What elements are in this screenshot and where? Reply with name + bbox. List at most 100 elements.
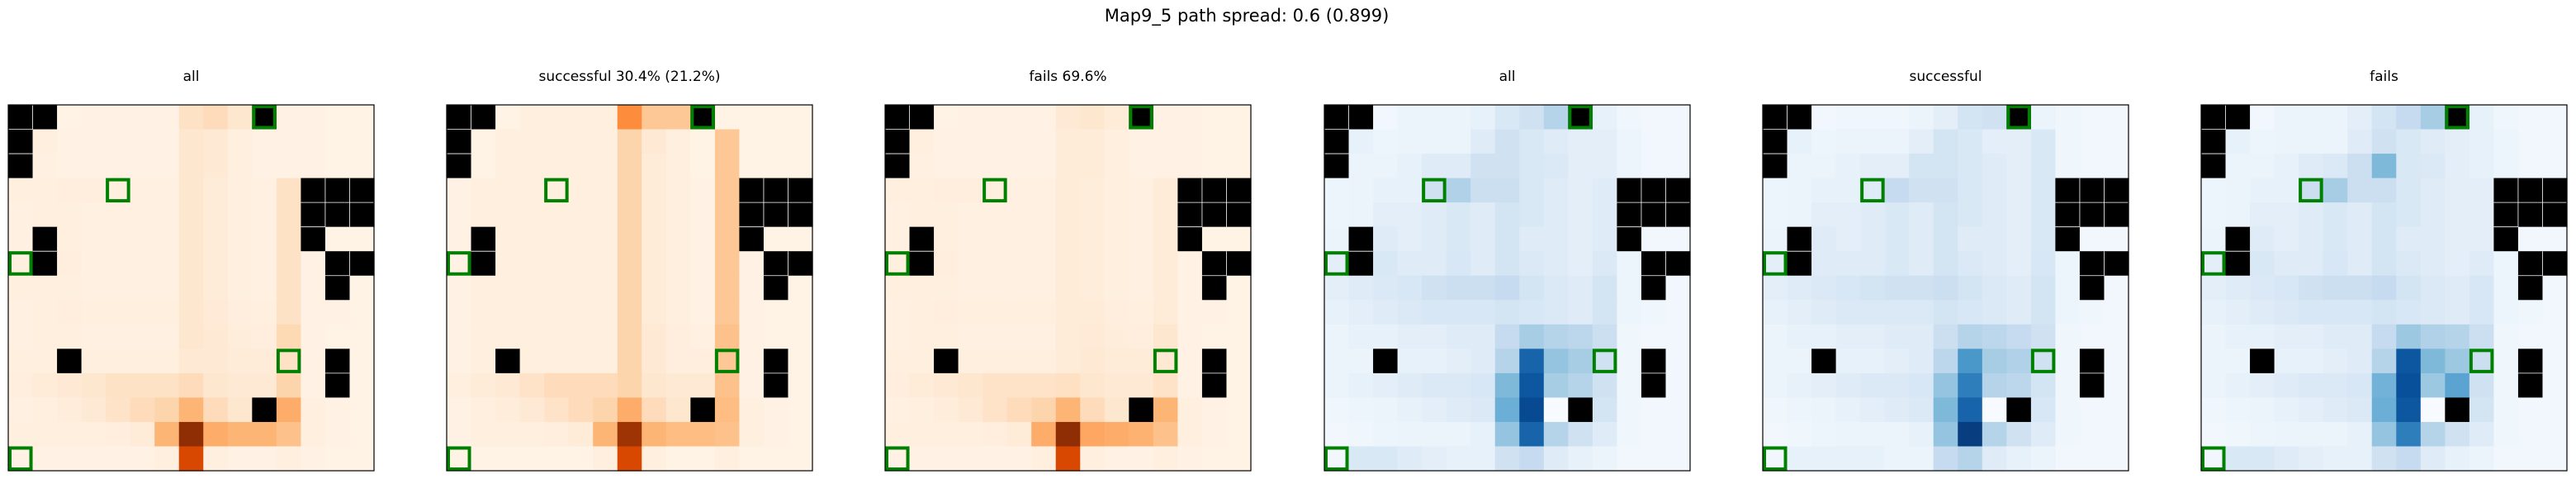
heatmap-cell [544,372,570,398]
heatmap-cell [2055,129,2081,154]
panel-frame [1762,104,2129,472]
heatmap-cell [1933,129,1958,154]
heatmap-cell [57,275,83,301]
heatmap-cell [617,251,642,277]
heatmap-cell [1568,349,1593,374]
heatmap-cell [130,202,155,228]
heatmap-cell [568,275,594,301]
obstacle-cell [1129,105,1154,130]
heatmap-cell [1104,446,1129,472]
heatmap-cell [106,202,131,228]
heatmap-cell [1201,446,1228,472]
heatmap-cell [81,129,107,154]
heatmap-cell [642,372,667,398]
panel-title-3: fails 69.6% [1029,69,1106,85]
heatmap-cell [2055,251,2081,277]
heatmap-cell [1519,129,1545,154]
heatmap-cell [1543,421,1569,448]
heatmap-cell [2104,349,2129,374]
heatmap-cell [154,397,180,423]
heatmap-cell [690,129,716,154]
heatmap-cell [2396,397,2422,423]
heatmap-cell [2347,446,2373,472]
heatmap-cell [1787,397,1812,423]
heatmap-cell [57,105,83,130]
heatmap-cell [1201,129,1228,154]
heatmap-cell [1055,446,1081,472]
heatmap-cell [81,372,107,398]
heatmap-cell [1446,349,1471,374]
heatmap-cell [301,372,326,398]
heatmap-cell [81,300,107,325]
heatmap-cell [1153,129,1178,154]
heatmap-cell [1811,129,1837,154]
heatmap-cell [1446,300,1471,325]
heatmap-cell [1373,300,1399,325]
heatmap-cell [1763,202,1788,228]
heatmap-cell [1177,372,1203,398]
waypoint-marker [252,105,277,130]
heatmap-cell [471,446,496,472]
heatmap-cell [642,202,667,228]
heatmap-cell [471,324,496,349]
heatmap-cell [739,275,765,301]
heatmap-cell [2542,421,2568,448]
obstacle-cell [2517,349,2544,374]
heatmap-cell [471,372,496,398]
heatmap-cell [1055,129,1081,154]
heatmap-cell [276,349,301,374]
heatmap-cell [1153,226,1178,252]
heatmap-cell [1641,105,1667,130]
obstacle-cell [1617,226,1642,252]
waypoint-marker [2469,349,2494,373]
heatmap-cell [1153,251,1178,277]
heatmap-cell [1860,154,1886,179]
heatmap-cell [227,178,253,203]
heatmap-cell [178,251,204,277]
heatmap-cell [227,349,253,374]
obstacle-cell [471,251,496,277]
obstacle-cell [909,105,935,130]
heatmap-cell [154,349,180,374]
heatmap-cell [252,372,277,398]
heatmap-cell [57,251,83,277]
heatmap-cell [1055,324,1081,349]
heatmap-cell [1568,154,1593,179]
heatmap-cell [349,349,375,374]
heatmap-cell [2299,154,2324,179]
heatmap-cell [690,154,716,179]
heatmap-cell [934,324,959,349]
heatmap-cell [130,251,155,277]
heatmap-cell [1665,226,1691,252]
heatmap-cell [1470,275,1496,301]
heatmap-cell [2079,226,2105,252]
obstacle-cell [1617,202,1642,228]
obstacle-cell [763,372,789,398]
heatmap-cell [1055,154,1081,179]
heatmap-cell [763,300,789,325]
heatmap-cell [1568,446,1593,472]
heatmap-cell [690,251,716,277]
heatmap-cell [2006,349,2032,374]
heatmap-cell [1884,226,1910,252]
heatmap-cell [1909,154,1934,179]
heatmap-cell [1811,397,1837,423]
heatmap-cell [2420,446,2446,472]
heatmap-cell [1055,202,1081,228]
heatmap-cell [885,300,911,325]
obstacle-cell [1226,178,1252,203]
heatmap-cell [81,421,107,448]
heatmap-cell [714,154,740,179]
heatmap-cell [568,446,594,472]
heatmap-cell [1080,226,1106,252]
heatmap-cell [1958,372,1983,398]
heatmap-cell [1446,129,1471,154]
heatmap-cell [1397,446,1423,472]
panel-title-4: all [1499,69,1516,85]
obstacle-cell [763,178,789,203]
waypoint-marker [1592,349,1617,373]
heatmap-cell [909,300,935,325]
heatmap-cell [130,446,155,472]
heatmap-cell [1543,372,1569,398]
heatmap-cell [8,226,34,252]
